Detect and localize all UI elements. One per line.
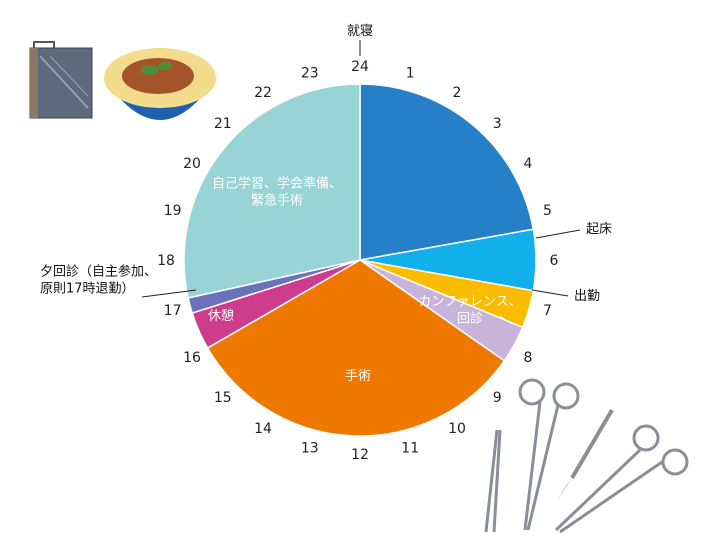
hour-label: 7	[543, 303, 552, 319]
leader-line	[535, 229, 581, 239]
hour-label: 15	[214, 390, 232, 406]
hour-label: 9	[493, 390, 502, 406]
hour-label: 11	[401, 440, 419, 456]
slice-label: 起床	[586, 222, 612, 237]
leader-line	[141, 289, 197, 298]
hour-label: 23	[301, 66, 319, 82]
hour-label: 22	[254, 85, 272, 101]
hour-label: 5	[543, 203, 552, 219]
hour-label: 19	[164, 203, 182, 219]
surgical-instruments-icon	[484, 378, 689, 534]
slice-label: 夕回診（自主参加、原則17時退勤）	[40, 264, 157, 297]
hour-label: 12	[351, 447, 369, 463]
leader-line	[499, 315, 513, 325]
lunchbox-icon	[29, 41, 93, 119]
pie-slice-7	[183, 83, 361, 299]
hour-label: 13	[301, 440, 319, 456]
hour-label: 2	[453, 85, 462, 101]
hour-label: 16	[183, 350, 201, 366]
hour-label: 4	[524, 156, 533, 172]
hour-label: 18	[157, 253, 175, 269]
slice-label: カンファレンス、回診	[418, 295, 521, 327]
annotation-label: 就寝	[347, 23, 373, 39]
hour-label: 8	[524, 350, 533, 366]
leader-line	[531, 289, 569, 297]
hour-label: 6	[550, 253, 559, 269]
hour-label: 24	[351, 59, 369, 75]
slice-label: 休憩	[208, 308, 234, 324]
hour-label: 17	[164, 303, 182, 319]
hour-label: 3	[493, 116, 502, 132]
pie-slice-4	[206, 259, 506, 437]
slice-label: 手術	[345, 369, 371, 384]
katsudon-bowl-icon	[104, 48, 216, 120]
pie-slice-0	[359, 83, 535, 261]
hour-label: 1	[406, 66, 415, 82]
slice-label: 自己学習、学会準備、緊急手術	[212, 176, 342, 209]
hour-label: 14	[254, 421, 272, 437]
hour-label: 10	[448, 421, 466, 437]
hour-label: 21	[214, 116, 232, 132]
hour-label: 20	[183, 156, 201, 172]
slice-label: 出勤	[574, 289, 600, 304]
